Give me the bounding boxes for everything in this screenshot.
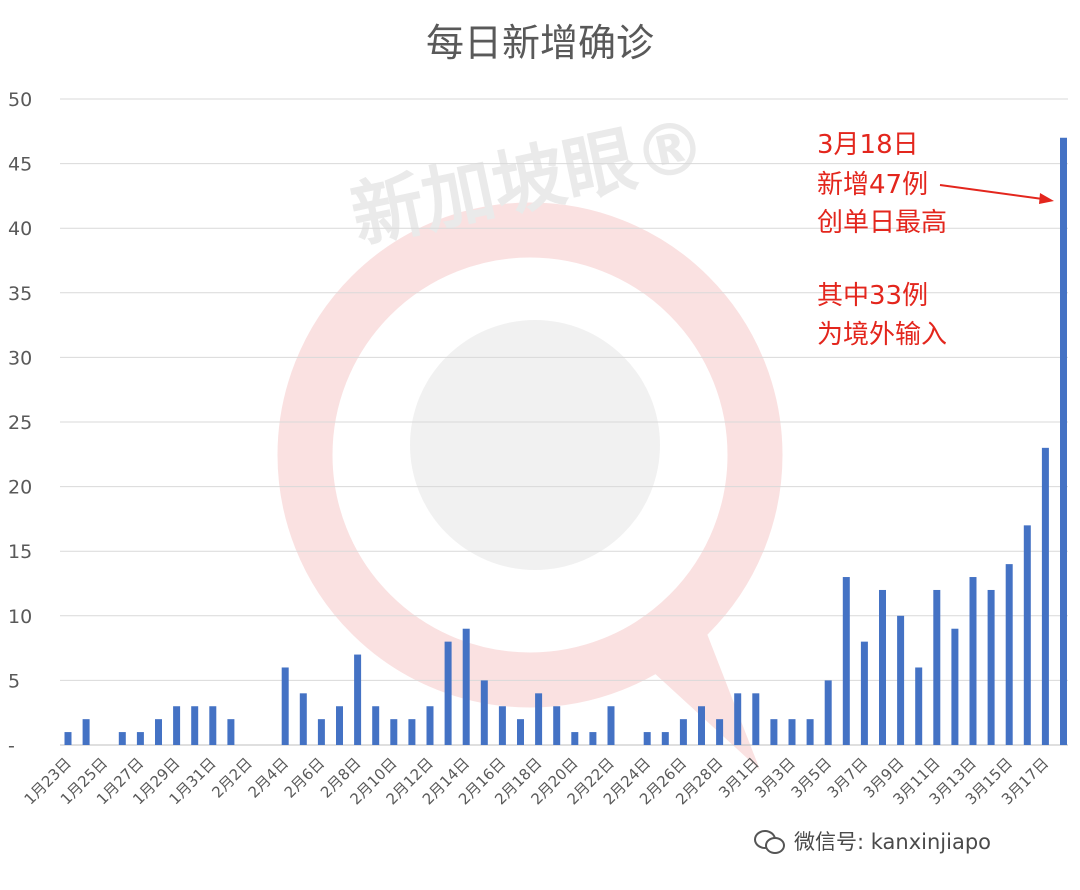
bar: [354, 654, 362, 745]
bar: [1060, 137, 1067, 745]
bar: [951, 628, 959, 745]
bar: [933, 589, 941, 745]
bar: [64, 732, 72, 745]
bar: [716, 719, 724, 745]
y-tick-label: 50: [8, 89, 32, 111]
bar: [571, 732, 579, 745]
chart-title: 每日新增确诊: [426, 21, 654, 65]
bar: [824, 680, 832, 745]
bar: [661, 732, 669, 745]
bar: [517, 719, 524, 745]
bars: [64, 137, 1067, 745]
gridlines: [60, 98, 1068, 746]
x-tick-label: 2月6日: [281, 754, 328, 801]
y-tick-label: 45: [8, 154, 32, 176]
bar: [498, 706, 506, 745]
bar: [408, 719, 416, 745]
bar: [842, 577, 850, 745]
annotation-line: 新增47例: [817, 170, 928, 200]
bar: [173, 706, 181, 745]
bar: [643, 732, 651, 745]
bar: [227, 719, 235, 745]
wechat-icon: [754, 828, 786, 854]
annotation-line: 创单日最高: [817, 208, 947, 238]
bar: [299, 693, 307, 745]
annotation-arrow-head: [1039, 193, 1054, 204]
bar: [462, 628, 470, 745]
x-tick-label: 2月2日: [208, 754, 255, 801]
bar: [1041, 447, 1049, 745]
y-tick-label: 40: [8, 218, 32, 240]
bar: [317, 719, 325, 745]
x-tick-label: 3月5日: [788, 754, 835, 801]
bar: [281, 667, 289, 745]
bar: [1005, 564, 1013, 745]
bar: [155, 719, 162, 745]
watermark-logo: 新加坡眼®: [277, 102, 783, 770]
bar: [788, 719, 796, 745]
annotation-line: 为境外输入: [817, 320, 947, 350]
bar: [770, 719, 778, 745]
footer-text: 微信号: kanxinjiapo: [794, 830, 992, 854]
bar: [679, 719, 687, 745]
bar: [969, 577, 977, 745]
bar: [806, 719, 814, 745]
bar: [535, 693, 543, 745]
bar: [607, 706, 615, 745]
y-tick-label: 5: [8, 670, 20, 692]
bar: [444, 641, 452, 745]
bar: [372, 706, 380, 745]
x-tick-label: 3月1日: [715, 754, 762, 801]
x-tick-label: 3月7日: [824, 754, 871, 801]
annotation-line: 其中33例: [817, 281, 928, 311]
bar: [734, 693, 742, 745]
bar: [390, 719, 398, 745]
bar: [480, 680, 488, 745]
y-tick-label: -: [8, 735, 15, 757]
y-tick-label: 20: [8, 477, 32, 499]
bar: [118, 732, 126, 745]
bar: [879, 589, 886, 745]
bar: [82, 719, 90, 745]
bar: [860, 641, 868, 745]
bar: [553, 706, 561, 745]
bar: [897, 615, 905, 745]
bar: [1023, 525, 1031, 745]
bar: [191, 706, 199, 745]
wechat-footer: 微信号: kanxinjiapo: [754, 824, 991, 858]
bar: [336, 706, 343, 745]
y-tick-label: 15: [8, 541, 32, 563]
y-tick-label: 25: [8, 412, 32, 434]
bar: [915, 667, 923, 745]
x-tick-label: 2月4日: [245, 754, 292, 801]
y-tick-label: 30: [8, 347, 32, 369]
bar: [589, 732, 597, 745]
bar: [752, 693, 760, 745]
annotation-arrow-line: [939, 184, 1051, 201]
bar: [987, 589, 995, 745]
y-tick-label: 10: [8, 606, 32, 628]
x-tick-label: 3月3日: [751, 754, 798, 801]
annotation-line: 3月18日: [817, 130, 919, 160]
x-axis: 1月23日1月25日1月27日1月29日1月31日2月2日2月4日2月6日2月8…: [21, 754, 1053, 808]
bar: [698, 706, 705, 745]
y-axis: - 5 10 15 20 25 30 35 40 45 50: [8, 89, 32, 757]
bar: [209, 706, 217, 745]
bar: [136, 732, 144, 745]
bar: [426, 706, 434, 745]
y-tick-label: 35: [8, 283, 32, 305]
